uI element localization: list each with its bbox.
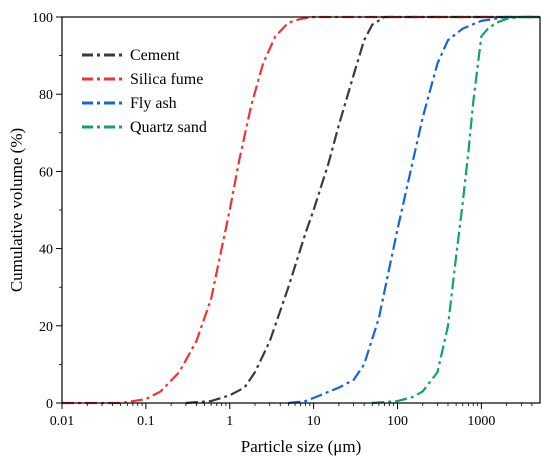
y-axis-title: Cumulative volume (%): [7, 128, 26, 292]
axes-layer: 0.01 0.1 1 10 100 1000 0 20 40 60 80 100: [32, 11, 533, 429]
legend-label-silica-fume: Silica fume: [130, 71, 203, 88]
series-layer: [62, 15, 540, 405]
series-line-quartz-sand: [372, 15, 540, 405]
series-line-silica-fume: [62, 15, 540, 405]
y-tick-label: 40: [39, 243, 53, 258]
legend-label-cement: Cement: [130, 47, 180, 64]
y-tick-label: 20: [39, 320, 53, 335]
x-tick-label: 0.1: [137, 414, 155, 429]
x-tick-label: 1: [226, 414, 233, 429]
y-tick-label: 100: [32, 11, 53, 26]
series-line-fly-ash: [288, 15, 540, 405]
legend-label-fly-ash: Fly ash: [130, 95, 177, 112]
y-tick-label: 80: [39, 88, 53, 103]
x-tick-label: 100: [387, 414, 408, 429]
series-line-cement: [185, 15, 540, 405]
x-axis-title: Particle size (μm): [241, 437, 362, 456]
y-tick-label: 60: [39, 165, 53, 180]
x-tick-label: 0.01: [50, 414, 75, 429]
legend-label-quartz-sand: Quartz sand: [130, 119, 207, 136]
legend: Cement Silica fume Fly ash Quartz sand: [82, 47, 207, 136]
y-tick-label: 0: [46, 397, 53, 412]
x-tick-label: 1000: [467, 414, 495, 429]
x-tick-label: 10: [307, 414, 321, 429]
